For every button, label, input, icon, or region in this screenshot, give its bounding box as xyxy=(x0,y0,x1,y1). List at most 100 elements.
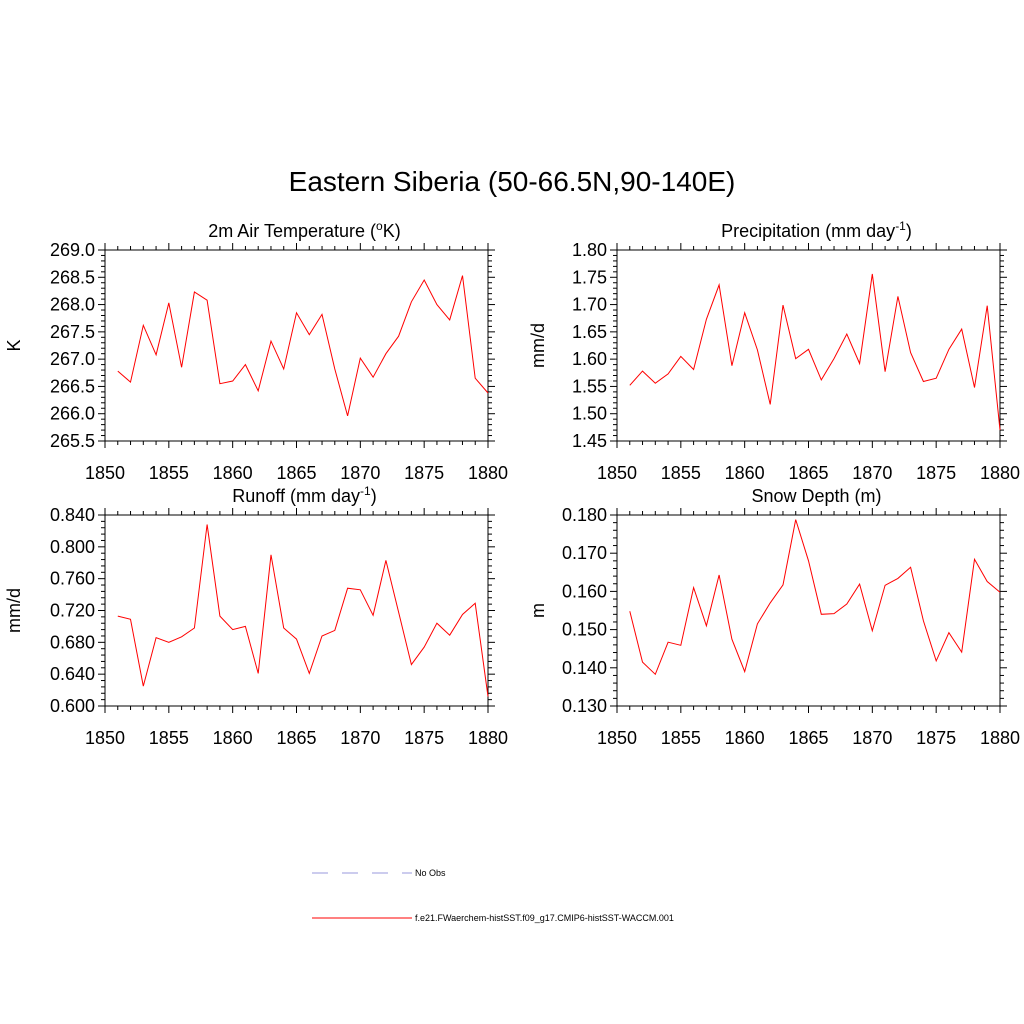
data-point xyxy=(155,637,156,638)
data-point xyxy=(693,369,694,370)
data-point xyxy=(999,592,1000,593)
data-point xyxy=(706,319,707,320)
data-point xyxy=(744,312,745,313)
data-point xyxy=(629,611,630,612)
y-tick-label: 265.5 xyxy=(50,431,95,451)
x-tick-label: 1865 xyxy=(276,463,316,483)
y-tick-label: 0.800 xyxy=(50,537,95,557)
data-point xyxy=(974,559,975,560)
y-tick-label: 1.60 xyxy=(572,349,607,369)
data-point xyxy=(232,629,233,630)
data-point xyxy=(130,381,131,382)
data-point xyxy=(360,357,361,358)
data-point xyxy=(757,349,758,350)
data-point xyxy=(411,301,412,302)
data-point xyxy=(999,429,1000,430)
y-tick-label: 268.5 xyxy=(50,267,95,287)
data-point xyxy=(347,415,348,416)
y-tick-label: 0.160 xyxy=(562,581,607,601)
data-point xyxy=(846,333,847,334)
x-tick-label: 1880 xyxy=(468,728,508,748)
y-tick-label: 1.55 xyxy=(572,376,607,396)
data-point xyxy=(270,341,271,342)
panel-title-end: ) xyxy=(906,221,912,241)
data-point xyxy=(309,673,310,674)
x-tick-label: 1855 xyxy=(661,728,701,748)
y-tick-label: 1.50 xyxy=(572,404,607,424)
data-point xyxy=(808,560,809,561)
data-point xyxy=(194,627,195,628)
y-tick-label: 267.0 xyxy=(50,349,95,369)
data-point xyxy=(782,305,783,306)
data-point xyxy=(296,639,297,640)
data-point xyxy=(385,560,386,561)
data-point xyxy=(194,291,195,292)
data-point xyxy=(936,378,937,379)
panel-title-superscript: -1 xyxy=(360,484,371,498)
data-point xyxy=(168,302,169,303)
panel-title-end: K) xyxy=(383,221,401,241)
y-tick-label: 0.680 xyxy=(50,632,95,652)
data-point xyxy=(655,383,656,384)
panel-title: 2m Air Temperature (oK) xyxy=(208,219,400,241)
data-point xyxy=(411,664,412,665)
panel-title-main: 2m Air Temperature ( xyxy=(208,221,376,241)
x-tick-label: 1860 xyxy=(213,728,253,748)
data-point xyxy=(706,625,707,626)
y-tick-label: 1.65 xyxy=(572,322,607,342)
data-point xyxy=(629,385,630,386)
data-point xyxy=(719,574,720,575)
x-tick-label: 1865 xyxy=(788,728,828,748)
y-tick-label: 0.720 xyxy=(50,601,95,621)
data-point xyxy=(436,304,437,305)
data-point xyxy=(373,615,374,616)
x-tick-label: 1865 xyxy=(788,463,828,483)
data-point xyxy=(334,630,335,631)
x-tick-label: 1850 xyxy=(85,728,125,748)
data-point xyxy=(117,371,118,372)
data-point xyxy=(744,671,745,672)
y-axis-label: m xyxy=(528,603,548,618)
x-tick-label: 1855 xyxy=(149,463,189,483)
y-axis-label: mm/d xyxy=(4,588,24,633)
data-point xyxy=(283,627,284,628)
data-point xyxy=(987,581,988,582)
x-tick-label: 1870 xyxy=(340,728,380,748)
data-point xyxy=(731,365,732,366)
data-point xyxy=(181,367,182,368)
x-tick-label: 1870 xyxy=(340,463,380,483)
data-point xyxy=(859,363,860,364)
y-tick-label: 0.140 xyxy=(562,658,607,678)
data-point xyxy=(770,602,771,603)
data-point xyxy=(667,373,668,374)
x-tick-label: 1860 xyxy=(725,463,765,483)
plot-frame xyxy=(616,514,1001,707)
data-point xyxy=(219,615,220,616)
data-point xyxy=(462,275,463,276)
data-point xyxy=(462,614,463,615)
x-tick-label: 1870 xyxy=(852,463,892,483)
data-point xyxy=(487,696,488,697)
data-point xyxy=(770,404,771,405)
x-tick-label: 1875 xyxy=(404,463,444,483)
data-point xyxy=(897,296,898,297)
data-point xyxy=(321,635,322,636)
x-tick-label: 1875 xyxy=(916,463,956,483)
data-point xyxy=(821,379,822,380)
data-point xyxy=(181,636,182,637)
y-tick-label: 0.180 xyxy=(562,505,607,525)
x-tick-label: 1880 xyxy=(980,463,1020,483)
panel-title-main: Precipitation (mm day xyxy=(721,221,895,241)
data-point xyxy=(872,630,873,631)
data-point xyxy=(642,371,643,372)
data-point xyxy=(910,567,911,568)
y-tick-label: 1.70 xyxy=(572,295,607,315)
y-tick-label: 1.75 xyxy=(572,267,607,287)
data-point xyxy=(475,603,476,604)
data-point xyxy=(910,352,911,353)
data-point xyxy=(475,378,476,379)
data-point xyxy=(795,358,796,359)
panel-title: Snow Depth (m) xyxy=(751,486,881,506)
data-point xyxy=(961,652,962,653)
panel-title: Precipitation (mm day-1) xyxy=(721,219,912,241)
